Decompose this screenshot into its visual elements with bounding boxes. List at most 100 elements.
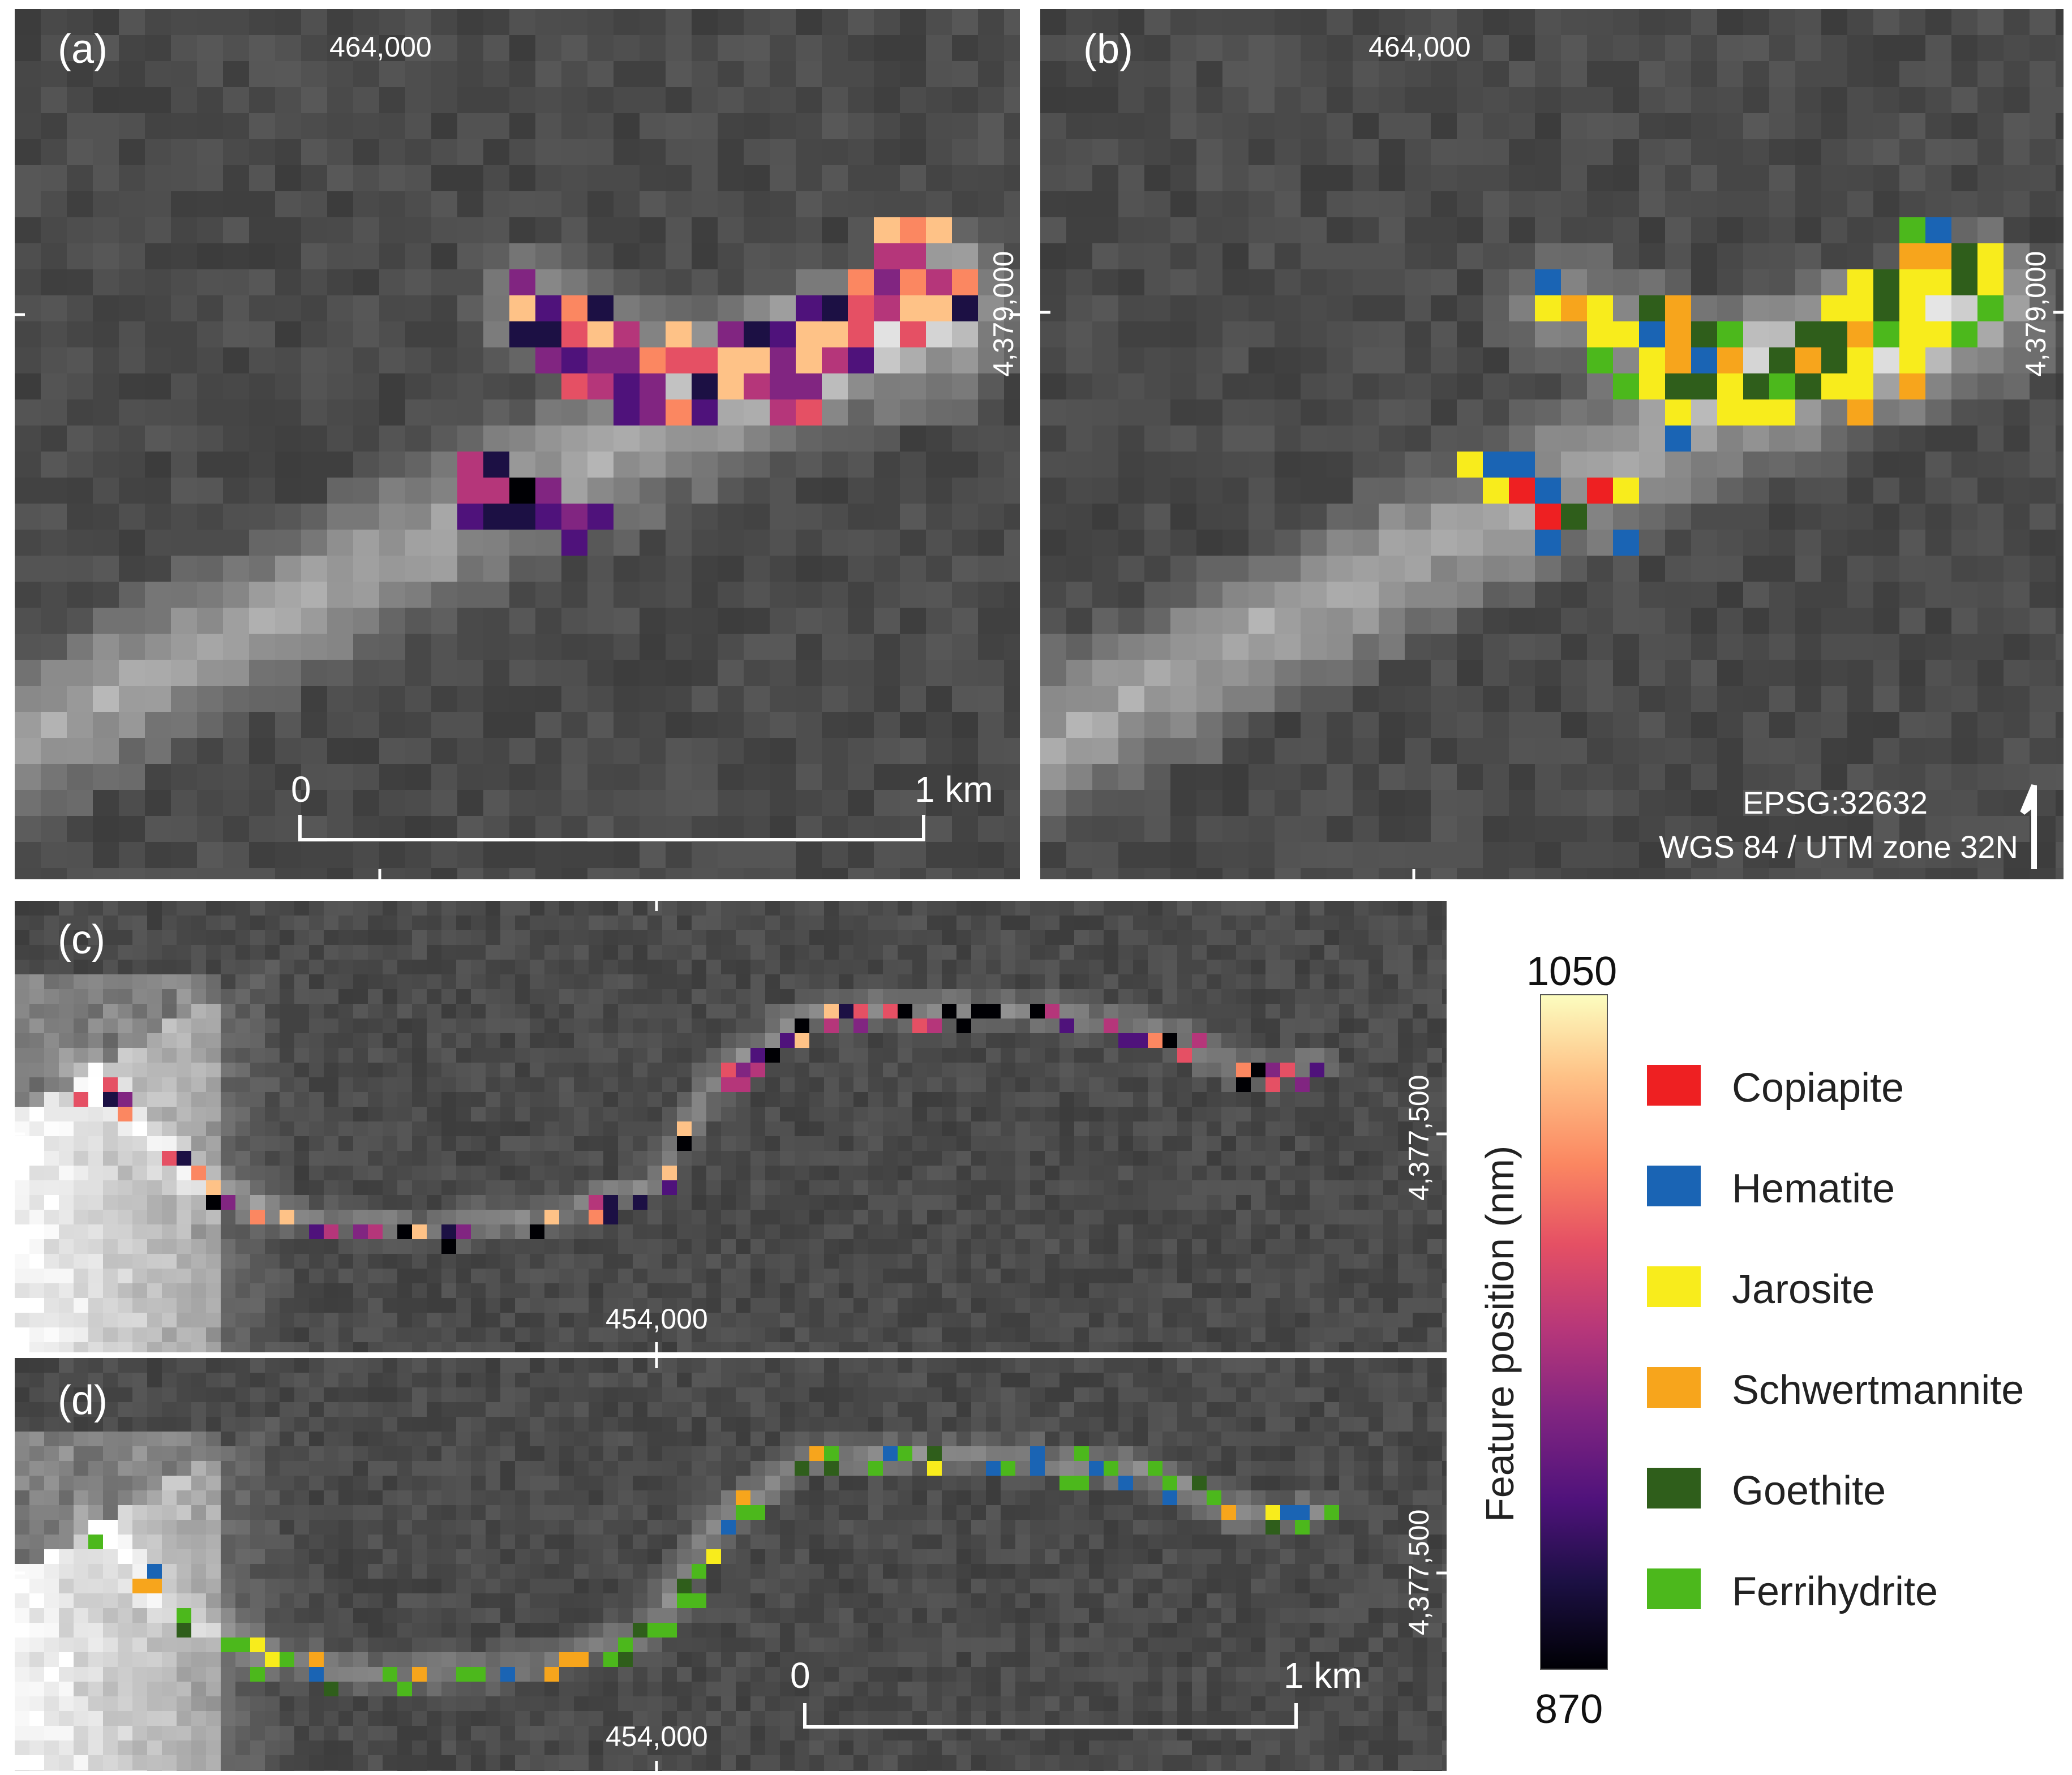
mineral-pixel <box>1743 399 1769 426</box>
mineral-pixel <box>1847 269 1873 295</box>
mineral-pixel <box>927 1461 942 1476</box>
crs-epsg: EPSG:32632 <box>1743 785 1928 820</box>
mineral-pixel <box>1535 530 1561 556</box>
feature-pixel <box>74 1092 88 1107</box>
mineral-pixel <box>250 1638 265 1652</box>
mineral-pixel <box>177 1608 191 1623</box>
panel-a-scalebar <box>15 313 1020 879</box>
feature-pixel <box>744 347 770 373</box>
mineral-pixel <box>1665 426 1691 452</box>
mineral-pixel <box>456 1667 471 1682</box>
feature-pixel <box>874 295 900 321</box>
feature-pixel <box>603 1210 618 1224</box>
mineral-pixel <box>1717 373 1743 399</box>
mineral-pixel <box>1951 243 1977 269</box>
feature-pixel <box>822 295 848 321</box>
feature-pixel <box>666 399 692 426</box>
mineral-pixel <box>721 1520 736 1535</box>
mineral-pixel <box>1899 243 1925 269</box>
mineral-pixel <box>1899 269 1925 295</box>
mineral-pixel <box>280 1652 294 1667</box>
feature-pixel <box>457 504 483 530</box>
feature-pixel <box>1236 1077 1251 1092</box>
feature-pixel <box>162 1151 177 1166</box>
feature-pixel <box>587 347 614 373</box>
feature-pixel <box>1059 1018 1074 1033</box>
feature-pixel <box>587 321 614 347</box>
mineral-pixel <box>1535 295 1561 321</box>
mineral-pixel <box>1207 1490 1221 1505</box>
mineral-pixel <box>1295 1505 1310 1520</box>
map-panel-d: (d) 454,000 4,377,500 0 1 km <box>15 1358 1447 1771</box>
feature-pixel <box>457 478 483 504</box>
feature-pixel <box>1265 1063 1280 1077</box>
mineral-pixel <box>1691 373 1717 399</box>
feature-pixel <box>839 1004 853 1018</box>
feature-pixel <box>544 1210 559 1224</box>
feature-pixel <box>692 399 718 426</box>
feature-pixel <box>795 1033 809 1048</box>
mineral-pixel <box>309 1667 324 1682</box>
feature-pixel <box>530 1224 544 1239</box>
feature-pixel <box>614 373 640 399</box>
mineral-pixel <box>412 1667 427 1682</box>
feature-pixel <box>1192 1033 1207 1048</box>
feature-pixel <box>898 1004 912 1018</box>
panel-a-x-tick: 464,000 <box>329 31 432 63</box>
feature-pixel <box>561 321 587 347</box>
panel-c-label: (c) <box>58 917 105 962</box>
mineral-pixel <box>1977 243 2004 269</box>
mineral-pixel <box>692 1564 706 1579</box>
feature-pixel <box>103 1077 118 1092</box>
feature-pixel <box>780 1033 795 1048</box>
mineral-pixel <box>1457 452 1483 478</box>
mineral-pixel <box>1059 1476 1074 1490</box>
legend-label: Ferrihydrite <box>1732 1569 1938 1614</box>
mineral-pixel <box>1691 347 1717 373</box>
feature-pixel <box>822 321 848 347</box>
panel-d-x-tick: 454,000 <box>606 1721 708 1752</box>
mineral-pixel <box>1847 347 1873 373</box>
feature-pixel <box>509 295 535 321</box>
feature-pixel <box>853 1018 868 1033</box>
mineral-pixel <box>1089 1461 1104 1476</box>
feature-pixel <box>662 1180 677 1195</box>
mineral-pixel <box>1899 373 1925 399</box>
mineral-pixel <box>1977 295 2004 321</box>
feature-pixel <box>1251 1063 1265 1077</box>
mineral-pixel <box>1613 530 1639 556</box>
mineral-pixel <box>1769 399 1795 426</box>
feature-pixel <box>640 399 666 426</box>
feature-pixel <box>324 1224 338 1239</box>
panel-c-raster <box>15 901 1447 1352</box>
legend-swatch <box>1647 1166 1701 1206</box>
feature-pixel <box>483 504 509 530</box>
feature-pixel <box>744 321 770 347</box>
mineral-pixel <box>927 1446 942 1461</box>
mineral-pixel <box>559 1652 574 1667</box>
feature-pixel <box>848 321 874 347</box>
panel-b-label: (b) <box>1083 27 1133 72</box>
mineral-pixel <box>1295 1520 1310 1535</box>
feature-pixel <box>770 399 796 426</box>
mineral-pixel <box>1561 295 1587 321</box>
mineral-pixel <box>1925 321 1951 347</box>
feature-pixel <box>509 321 535 347</box>
panel-c-ticks <box>15 901 1447 1352</box>
feature-pixel <box>412 1224 427 1239</box>
feature-pixel <box>926 295 952 321</box>
mineral-pixel <box>132 1579 147 1593</box>
mineral-pixel <box>1509 452 1535 478</box>
feature-pixel <box>1030 1004 1045 1018</box>
panel-b-x-tick: 464,000 <box>1369 31 1471 63</box>
feature-pixel <box>1236 1063 1251 1077</box>
mineral-pixel <box>1265 1505 1280 1520</box>
mineral-pixel <box>1769 347 1795 373</box>
mineral-pixel <box>324 1682 338 1696</box>
feature-pixel <box>770 373 796 399</box>
feature-pixel <box>822 347 848 373</box>
mineral-pixel <box>1977 269 2004 295</box>
mineral-pixel <box>986 1461 1001 1476</box>
feature-pixel <box>250 1210 265 1224</box>
mineral-pixel <box>1847 373 1873 399</box>
